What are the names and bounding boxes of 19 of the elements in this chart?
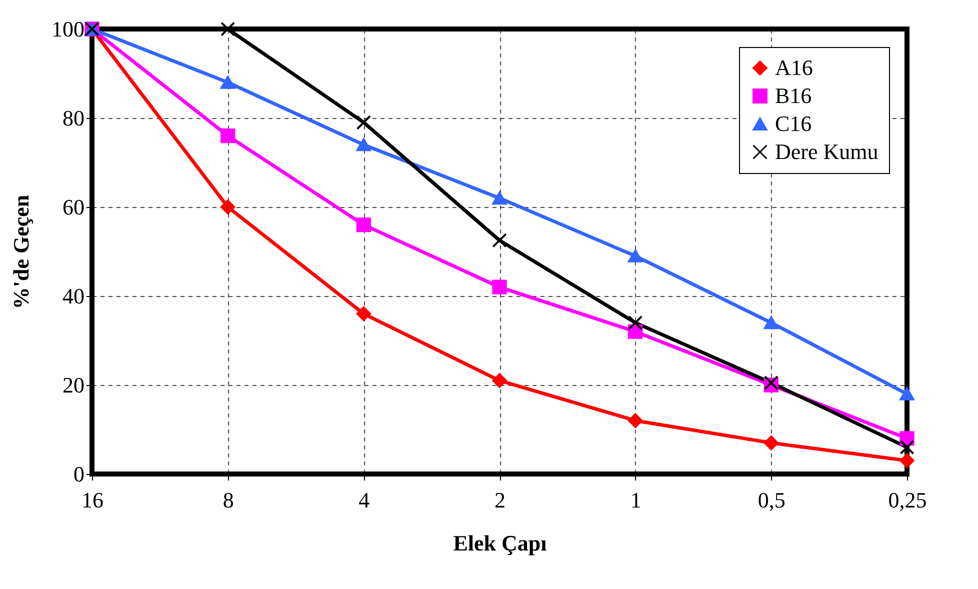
x-tick-label: 2 (494, 488, 506, 512)
y-tick-label: 100 (52, 16, 84, 42)
legend-label: Dere Kumu (775, 139, 878, 164)
x-tick-label: 1 (630, 488, 642, 512)
legend-label: C16 (775, 111, 812, 136)
y-tick-label: 40 (62, 284, 84, 308)
x-tick-label: 0,25 (888, 488, 927, 512)
y-tick-label: 60 (62, 194, 84, 220)
x-tick-label: 4 (358, 488, 370, 512)
y-axis-title: %'de Geçen (8, 194, 34, 310)
x-tick-label: 8 (222, 488, 234, 512)
legend-label: B16 (775, 83, 812, 108)
x-axis-title: Elek Çapı (453, 530, 547, 556)
x-tick-label: 16 (82, 488, 104, 512)
legend-label: A16 (775, 55, 813, 80)
y-tick-label: 80 (62, 106, 84, 130)
x-tick-label: 0,5 (758, 488, 786, 512)
y-tick-label: 0 (74, 462, 84, 486)
y-tick-label: 20 (62, 372, 84, 398)
